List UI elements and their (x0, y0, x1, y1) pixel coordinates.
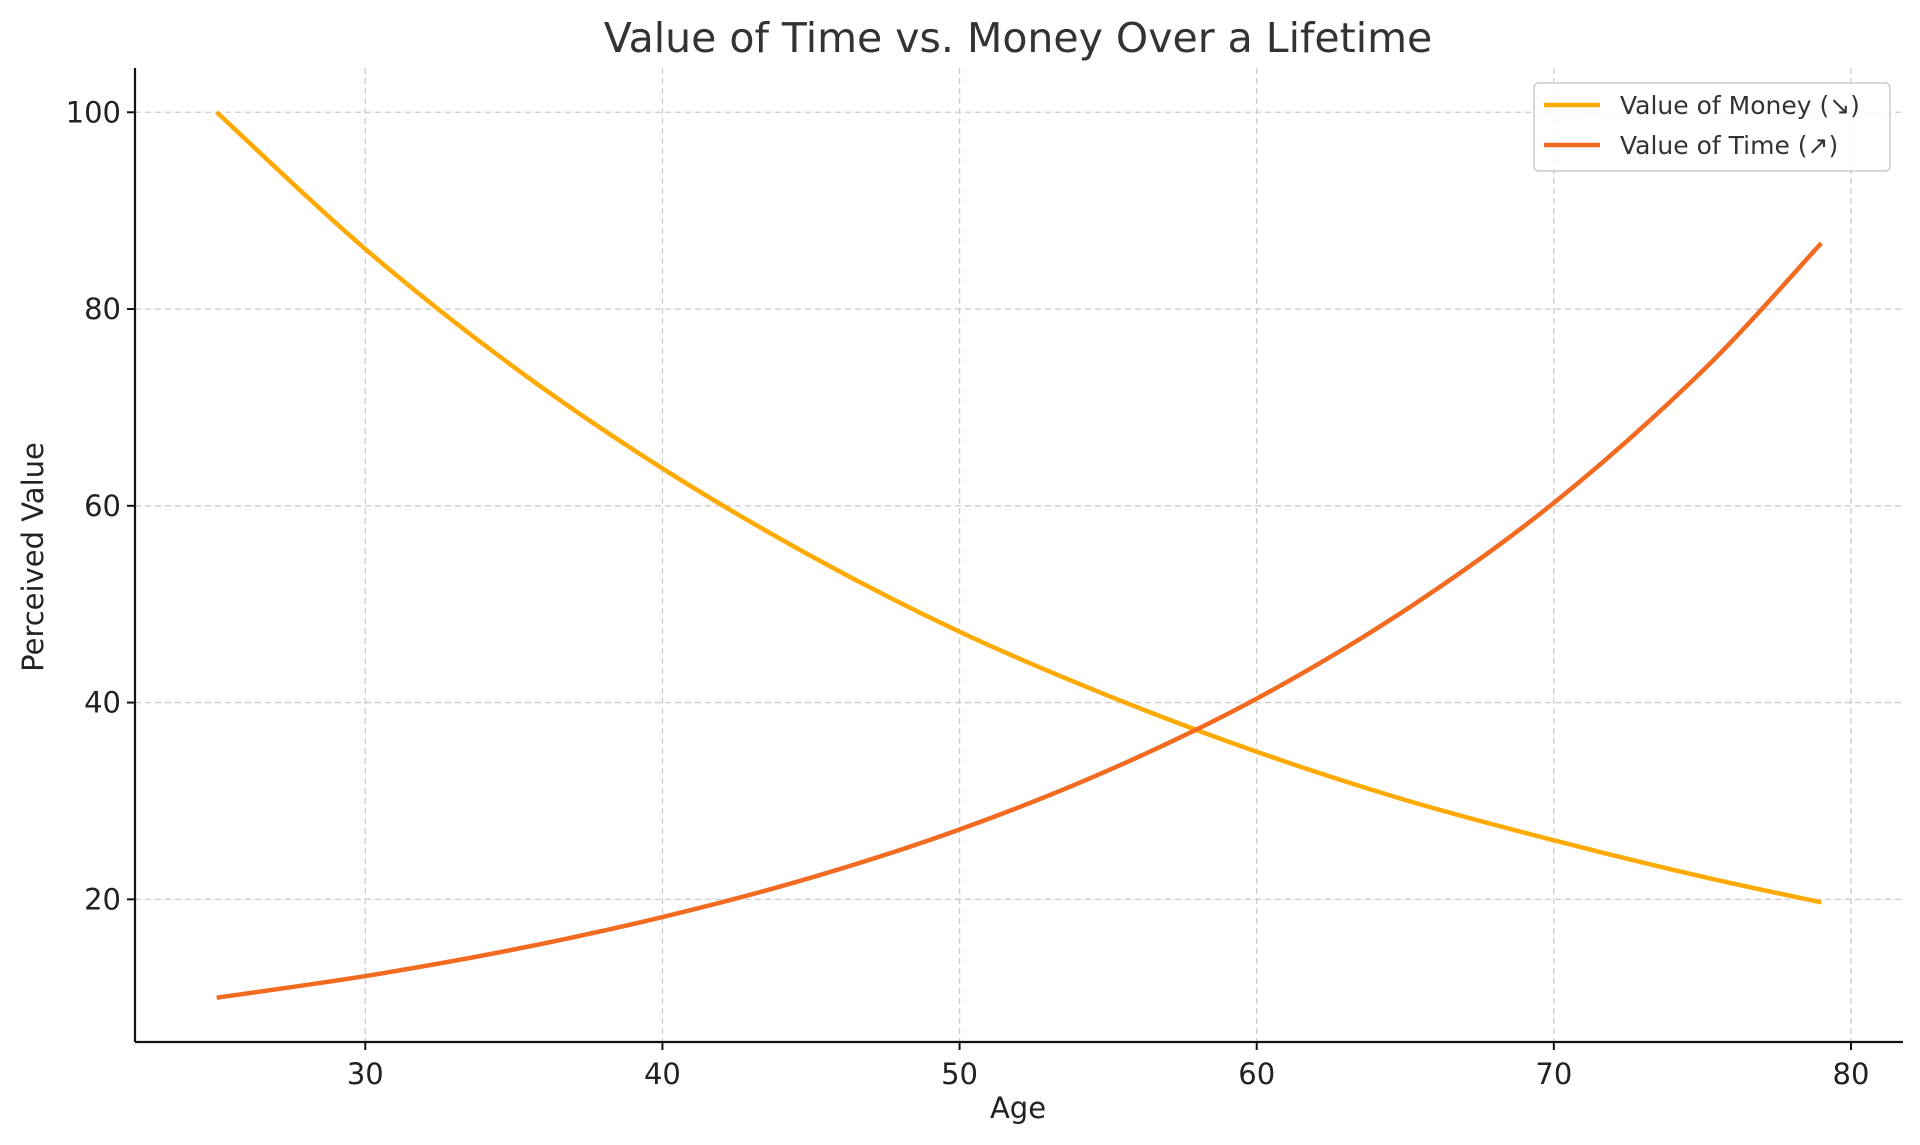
x-tick-label: 70 (1535, 1057, 1572, 1091)
legend-box (1533, 82, 1891, 172)
y-tick-label: 80 (84, 292, 121, 326)
legend-label: Value of Money (↘) (1620, 91, 1860, 120)
series-lines (215, 110, 1823, 1000)
series-line-money (215, 110, 1822, 905)
x-tick-label: 40 (644, 1057, 681, 1091)
y-tick-label: 60 (84, 489, 121, 523)
x-axis-label: Age (990, 1091, 1046, 1125)
gridlines (135, 68, 1903, 1042)
y-axis-label: Perceived Value (16, 442, 50, 672)
x-tick-label: 60 (1238, 1057, 1275, 1091)
x-tick-label: 80 (1833, 1057, 1870, 1091)
y-tick-label: 20 (84, 882, 121, 916)
axes: 30 40 50 60 70 80 20 40 60 80 100 (66, 68, 1903, 1091)
x-tick-label: 50 (941, 1057, 978, 1091)
y-tick-label: 100 (66, 95, 121, 129)
chart-title: Value of Time vs. Money Over a Lifetime (604, 14, 1433, 62)
legend: Value of Money (↘) Value of Time (↗) (1533, 82, 1891, 172)
series-line-time (216, 241, 1823, 1000)
y-tick-label: 40 (84, 686, 121, 720)
x-tick-label: 30 (347, 1057, 384, 1091)
legend-label: Value of Time (↗) (1620, 131, 1838, 160)
